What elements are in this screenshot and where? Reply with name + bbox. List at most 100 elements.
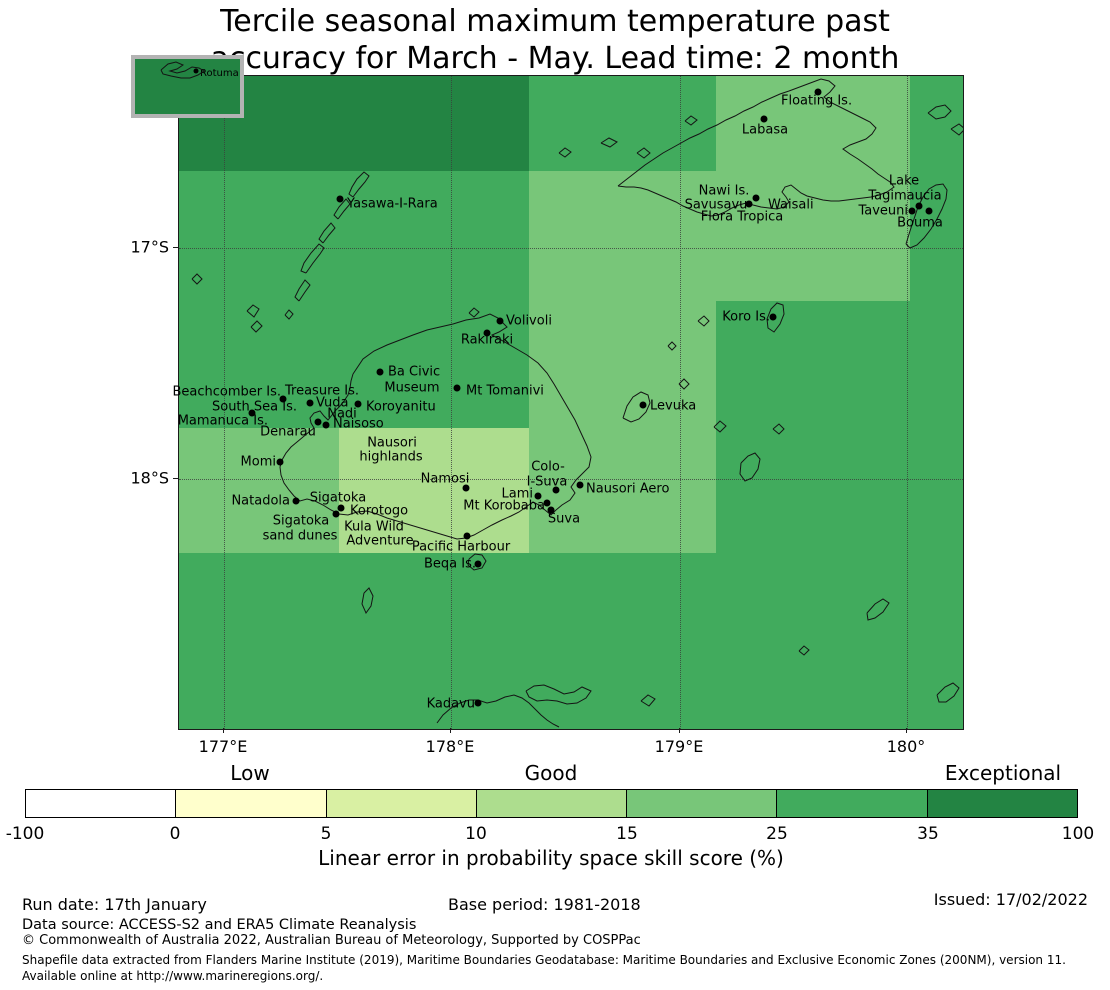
- place-label: Colo-: [531, 459, 565, 475]
- place-label: Denarau: [260, 424, 316, 440]
- place-label: Sigatoka: [272, 513, 330, 529]
- skill-region-15-25: [179, 428, 339, 553]
- coastline: [294, 279, 311, 302]
- place-label: Mt Korobaba: [463, 498, 545, 514]
- coastline: [617, 78, 895, 217]
- data-source-text: Data source: ACCESS-S2 and ERA5 Climate …: [22, 917, 417, 933]
- coastline: [798, 645, 810, 656]
- colorbar-tick-label: 100: [1061, 824, 1095, 844]
- coastline: [279, 313, 592, 540]
- coastline: [697, 315, 710, 327]
- place-marker: [639, 401, 647, 409]
- place-label: Flora Tropica: [700, 209, 784, 225]
- coastline: [636, 147, 651, 159]
- place-marker: [760, 115, 768, 123]
- place-label: Naisoso: [333, 416, 384, 432]
- colorbar-segment-5: [776, 790, 927, 817]
- x-axis-tick: [679, 728, 680, 733]
- colorbar-tick-label: 0: [169, 824, 181, 844]
- coastline: [766, 302, 785, 333]
- place-label: sand dunes: [262, 528, 338, 544]
- figure-title-line2: accuracy for March - May. Lead time: 2 m…: [210, 41, 900, 76]
- coastline: [600, 137, 618, 148]
- place-label: Adventure: [346, 533, 414, 549]
- place-label: Waisali: [768, 197, 814, 213]
- skill-region-15-25: [716, 76, 910, 301]
- colorbar-tick-label: 10: [465, 824, 487, 844]
- x-axis-tick-label: 179°E: [654, 737, 704, 756]
- y-axis-tick: [173, 478, 178, 479]
- place-marker: [576, 481, 584, 489]
- x-axis-tick: [450, 728, 451, 733]
- graticule-meridian: [451, 76, 452, 729]
- place-label: Nawi Is.: [698, 183, 750, 199]
- place-label: South Sea Is.: [211, 399, 297, 415]
- rotuma-inset-map: Rotuma: [131, 55, 244, 118]
- place-label: Mt Tomanivi: [466, 383, 544, 399]
- place-label: Nausori Aero: [586, 481, 670, 497]
- place-marker: [483, 329, 491, 337]
- coastline: [678, 378, 690, 390]
- place-label: Vuda: [316, 395, 349, 411]
- place-marker: [332, 510, 340, 518]
- figure-title: Tercile seasonal maximum temperature pas…: [0, 3, 1110, 77]
- place-marker: [453, 384, 461, 392]
- coastline: [468, 307, 480, 318]
- coastline: [684, 115, 698, 126]
- issued-text: Issued: 17/02/2022: [933, 890, 1088, 909]
- place-label: Floating Is.: [781, 93, 853, 109]
- colorbar-category-label: Low: [230, 761, 270, 785]
- place-label: Lami: [501, 486, 533, 502]
- colorbar-tick-label: 5: [320, 824, 332, 844]
- place-marker: [292, 497, 300, 505]
- place-label: Kadavu: [426, 696, 475, 712]
- figure-title-line1: Tercile seasonal maximum temperature pas…: [220, 4, 890, 39]
- coastline: [467, 553, 487, 571]
- coastline: [866, 598, 890, 621]
- x-axis-tick-label: 177°E: [198, 737, 248, 756]
- place-label: Ba Civic: [388, 364, 441, 380]
- colorbar-tick-label: 15: [616, 824, 638, 844]
- run-date-text: Run date: 17th January: [22, 895, 207, 914]
- colorbar-category-label: Exceptional: [944, 761, 1062, 785]
- x-axis-tick-label: 178°E: [425, 737, 475, 756]
- place-marker: [534, 492, 542, 500]
- coastline: [284, 309, 294, 320]
- place-marker: [248, 409, 256, 417]
- place-label: Yasawa-I-Rara: [347, 196, 438, 212]
- coastline: [250, 320, 263, 333]
- place-marker: [336, 195, 344, 203]
- place-label: Namosi: [420, 471, 470, 487]
- colorbar-axis-label: Linear error in probability space skill …: [318, 846, 784, 870]
- place-label: Volivoli: [506, 313, 552, 329]
- place-label: Momi: [240, 454, 276, 470]
- coastline: [191, 273, 203, 285]
- rotuma-coastline: [160, 61, 205, 79]
- place-label: Koro Is.: [722, 309, 770, 325]
- place-label: Lake: [888, 173, 920, 189]
- colorbar-tick-label: 35: [917, 824, 939, 844]
- x-axis-tick: [906, 728, 907, 733]
- coastline: [772, 423, 785, 435]
- place-label: Beqa Is.: [423, 556, 476, 572]
- coastline: [905, 183, 948, 249]
- place-marker: [276, 458, 284, 466]
- place-label: Mamanuca Is.: [177, 413, 268, 429]
- place-label: Treasure Is.: [285, 383, 359, 399]
- place-marker: [814, 88, 822, 96]
- place-marker: [543, 499, 551, 507]
- place-label: Suva: [547, 511, 581, 527]
- place-label: Rakiraki: [460, 332, 514, 348]
- place-marker: [915, 202, 923, 210]
- place-label: Natadola: [231, 493, 290, 509]
- place-label: Museum: [384, 380, 440, 396]
- place-marker: [496, 317, 504, 325]
- place-label: Nausori: [367, 435, 417, 451]
- graticule-meridian: [224, 76, 225, 729]
- shapefile-credit-line1: Shapefile data extracted from Flanders M…: [22, 953, 1066, 967]
- place-marker: [908, 207, 916, 215]
- graticule-meridian: [680, 76, 681, 729]
- place-marker: [354, 400, 362, 408]
- place-marker: [463, 532, 471, 540]
- place-marker: [745, 200, 753, 208]
